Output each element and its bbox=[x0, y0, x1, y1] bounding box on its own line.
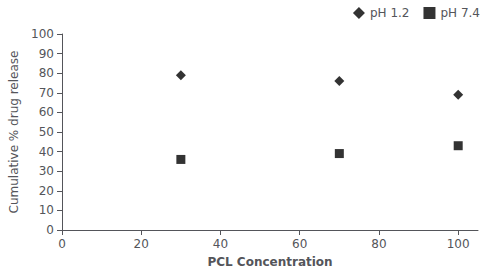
svg-text:PCL Concentration: PCL Concentration bbox=[207, 255, 332, 269]
svg-text:40: 40 bbox=[213, 237, 228, 251]
svg-text:30: 30 bbox=[39, 164, 54, 178]
svg-text:90: 90 bbox=[39, 47, 54, 61]
svg-text:60: 60 bbox=[39, 105, 54, 119]
svg-text:80: 80 bbox=[39, 66, 54, 80]
svg-text:20: 20 bbox=[39, 184, 54, 198]
svg-text:100: 100 bbox=[447, 237, 470, 251]
svg-text:pH 1.2: pH 1.2 bbox=[370, 6, 410, 20]
svg-text:Cumulative % drug release: Cumulative % drug release bbox=[7, 51, 21, 214]
svg-text:pH 7.4: pH 7.4 bbox=[440, 6, 480, 20]
svg-text:70: 70 bbox=[39, 86, 54, 100]
svg-text:50: 50 bbox=[39, 125, 54, 139]
svg-text:0: 0 bbox=[58, 237, 66, 251]
svg-text:100: 100 bbox=[31, 27, 54, 41]
svg-text:0: 0 bbox=[46, 223, 54, 237]
svg-text:40: 40 bbox=[39, 145, 54, 159]
svg-text:80: 80 bbox=[371, 237, 386, 251]
svg-text:10: 10 bbox=[39, 203, 54, 217]
svg-text:60: 60 bbox=[292, 237, 307, 251]
svg-text:20: 20 bbox=[134, 237, 149, 251]
